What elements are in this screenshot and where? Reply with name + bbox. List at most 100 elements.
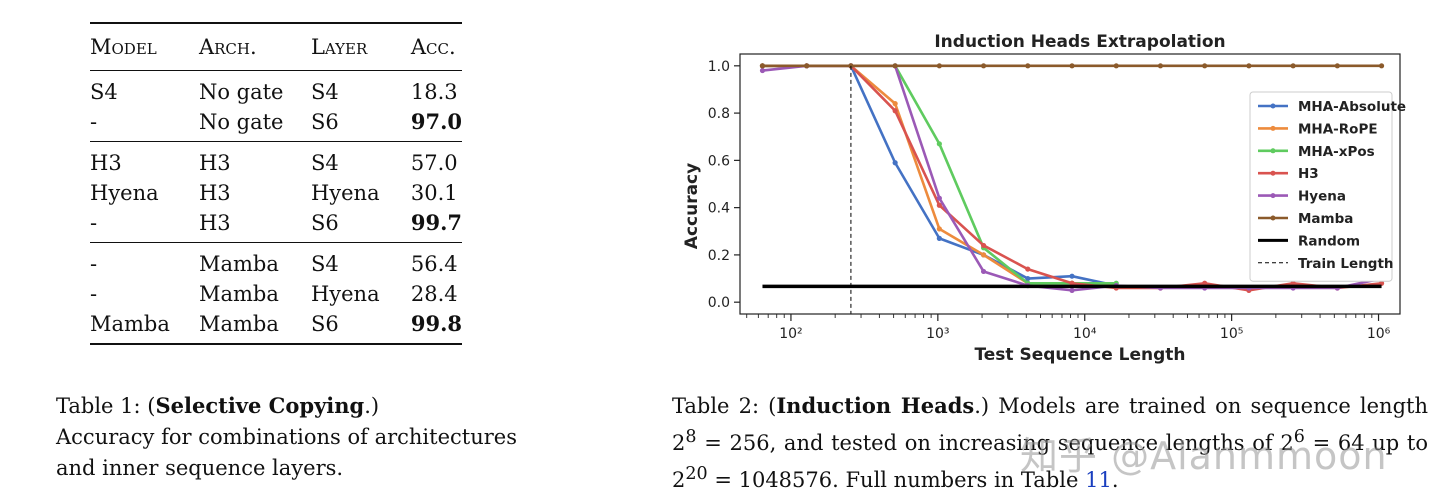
data-point — [1202, 63, 1208, 69]
cell-layer: S4 — [310, 80, 339, 104]
table2-caption: Table 2: (Induction Heads.) Models are t… — [672, 390, 1428, 496]
cell-acc: 99.8 — [410, 311, 462, 336]
x-tick-label: 10⁴ — [1073, 326, 1097, 342]
cell-model: - — [90, 211, 98, 235]
data-point — [1246, 63, 1252, 69]
cell-acc: 30.1 — [410, 181, 458, 205]
y-tick-label: 0.0 — [708, 295, 730, 311]
data-point — [1069, 63, 1075, 69]
data-point — [1157, 63, 1164, 69]
caption-title: Induction Heads — [776, 393, 975, 418]
cell-layer: Hyena — [310, 181, 380, 205]
data-point — [936, 141, 942, 147]
y-axis-label: Accuracy — [682, 163, 702, 249]
legend-marker — [1270, 193, 1276, 199]
watermark: 知乎 @Alanmmoon — [1020, 434, 1388, 478]
data-point — [1069, 280, 1075, 286]
data-point — [892, 63, 898, 69]
data-point — [1378, 63, 1385, 69]
caption-text: .) Models are trained on sequence length… — [672, 394, 1428, 455]
table-group-s4: S4 No gate S4 18.3 - No gate S6 97.0 — [90, 71, 462, 142]
y-tick-label: 0.6 — [708, 153, 730, 169]
induction-heads-chart: Induction Heads Extrapolation Test Seque… — [682, 32, 1406, 365]
data-point — [892, 160, 898, 166]
data-point — [980, 63, 987, 69]
caption-suffix: .) — [364, 394, 380, 418]
legend-label-mha-xpos: MHA-xPos — [1298, 144, 1375, 160]
data-point — [892, 101, 898, 107]
legend-label-mha-rope: MHA-RoPE — [1298, 121, 1378, 137]
data-point — [1378, 280, 1385, 286]
x-tick-label: 10⁶ — [1367, 326, 1391, 342]
x-tick-label: 10² — [779, 326, 802, 342]
data-point — [1290, 280, 1296, 286]
legend-box — [1249, 91, 1393, 282]
data-point — [936, 235, 942, 241]
data-point — [759, 67, 766, 74]
col-header-model: Model — [90, 35, 157, 59]
plot-frame — [739, 53, 1401, 315]
selective-copying-table: Model Arch. Layer Acc. S4 No gate S4 18.… — [90, 22, 462, 345]
cell-model: Mamba — [90, 312, 170, 336]
table-row: Hyena H3 Hyena 30.1 — [90, 178, 462, 208]
data-point — [759, 63, 766, 69]
data-point — [1025, 63, 1031, 69]
cell-acc: 18.3 — [410, 80, 458, 104]
table-row: - No gate S6 97.0 — [90, 107, 462, 142]
cell-arch: H3 — [198, 151, 231, 175]
exponent: 6 — [1293, 427, 1305, 447]
data-point — [1334, 63, 1340, 69]
cell-layer: S6 — [310, 211, 339, 235]
series-mha-absolute — [762, 64, 1117, 287]
data-point — [980, 268, 987, 275]
y-tick-label: 0.2 — [708, 248, 730, 264]
caption-text: = 256, and tested on increasing sequence… — [696, 431, 1294, 455]
legend-marker — [1270, 170, 1276, 176]
legend-label-hyena: Hyena — [1298, 189, 1346, 205]
chart-title: Induction Heads Extrapolation — [934, 32, 1225, 52]
cell-arch: H3 — [198, 181, 231, 205]
cell-acc: 99.7 — [410, 210, 462, 235]
exponent: 8 — [685, 427, 697, 447]
legend-label-random: Random — [1298, 233, 1360, 249]
legend-label-train-length: Train Length — [1298, 256, 1394, 272]
table-row: S4 No gate S4 18.3 — [90, 71, 462, 108]
y-tick-label: 0.8 — [708, 106, 730, 122]
data-point — [936, 63, 942, 69]
cell-acc: 56.4 — [410, 252, 458, 276]
cell-arch: No gate — [198, 110, 284, 134]
series-mha-rope — [762, 64, 1117, 287]
data-point — [1025, 266, 1031, 272]
cell-layer: S6 — [310, 110, 339, 134]
x-tick-label: 10³ — [926, 326, 949, 342]
cell-model: - — [90, 252, 98, 276]
data-point — [1202, 280, 1208, 286]
cell-model: - — [90, 110, 98, 134]
cell-layer: S6 — [310, 312, 339, 336]
caption-line: and inner sequence layers. — [56, 456, 344, 480]
table-row: Mamba Mamba S6 99.8 — [90, 309, 462, 344]
caption-line: Accuracy for combinations of architectur… — [56, 425, 517, 449]
legend-label-h3: H3 — [1298, 166, 1319, 182]
data-point — [980, 242, 987, 249]
legend-label-mha-absolute: MHA-Absolute — [1298, 99, 1406, 115]
cell-model: Hyena — [90, 181, 159, 205]
y-tick-label: 1.0 — [708, 59, 730, 75]
legend-marker — [1270, 215, 1276, 221]
caption-text: = 64 up to 2 — [672, 431, 1429, 492]
table-group-h3: H3 H3 S4 57.0 Hyena H3 Hyena 30.1 - H3 S… — [90, 142, 462, 243]
col-header-arch: Arch. — [198, 35, 257, 59]
series-mha-xpos — [762, 64, 1117, 285]
cell-layer: S4 — [310, 252, 339, 276]
table-row: - Mamba S4 56.4 — [90, 243, 462, 280]
caption-title: Selective Copying — [155, 393, 365, 418]
col-header-acc: Acc. — [410, 35, 456, 59]
data-point — [980, 252, 987, 258]
legend-label-mamba: Mamba — [1298, 211, 1353, 227]
table-row: H3 H3 S4 57.0 — [90, 142, 462, 179]
axes: 0.0 0.2 0.4 0.6 0.8 1.0 10² 10³ 10⁴ 10⁵ 10⁶ — [708, 53, 1401, 342]
data-point — [936, 226, 942, 232]
data-point — [936, 202, 942, 208]
table-11-link[interactable]: 11 — [1085, 468, 1112, 492]
table-row: - Mamba Hyena 28.4 — [90, 279, 462, 309]
